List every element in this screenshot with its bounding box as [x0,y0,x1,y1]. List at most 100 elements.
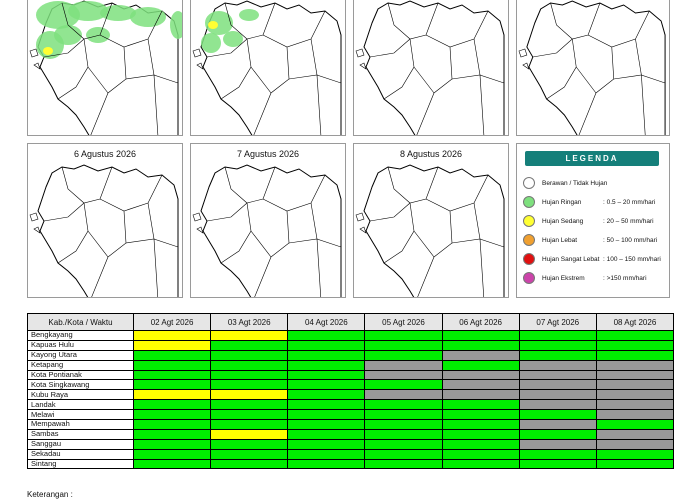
forecast-cell [441,419,520,430]
forecast-cell [132,458,212,470]
legend-swatch [523,177,535,189]
legend-range: : 100 – 150 mm/hari [603,256,661,263]
legend-label: Berawan / Tidak Hujan [542,180,608,187]
forecast-cell [287,438,366,450]
rain-map-6 [192,164,342,297]
forecast-cell [287,458,366,470]
forecast-cell [210,339,289,351]
forecast-cell [210,379,289,391]
forecast-cell [518,438,597,450]
forecast-cell [441,389,520,401]
forecast-cell [595,458,675,470]
map-panel-4 [516,0,670,136]
map-panel-1 [27,0,183,136]
forecast-cell [287,389,366,401]
forecast-cell [518,448,597,460]
regency-name: Kayong Utara [27,349,134,361]
forecast-cell [210,428,289,440]
forecast-cell [364,339,443,351]
forecast-cell [287,399,366,411]
regency-name: Ketapang [27,359,134,371]
legend-box: LEGENDA Berawan / Tidak Hujan Hujan Ring… [516,143,670,298]
forecast-cell [132,419,212,430]
forecast-cell [364,359,443,371]
forecast-cell [210,438,289,450]
legend-swatch [523,196,535,208]
forecast-cell [595,330,675,341]
header-date: 06 Agt 2026 [441,313,520,331]
forecast-cell [287,349,366,361]
regency-name: Kota Singkawang [27,379,134,391]
legend-label: Hujan Ringan [542,199,582,206]
table-row: Kapuas Hulu [27,339,675,351]
map-panel-6: 7 Agustus 2026 [190,143,346,298]
forecast-cell [595,399,675,411]
forecast-cell [132,379,212,391]
forecast-table: Kab./Kota / Waktu 02 Agt 2026 03 Agt 202… [27,313,675,470]
forecast-cell [210,389,289,401]
forecast-cell [441,349,520,361]
table-row: Kota Singkawang [27,379,675,391]
forecast-cell [441,458,520,470]
map-panel-2 [190,0,346,136]
forecast-cell [210,349,289,361]
map-date-title: 7 Agustus 2026 [236,149,300,159]
forecast-cell [132,389,212,401]
header-date: 04 Agt 2026 [287,313,366,331]
forecast-cell [132,330,212,341]
header-regency: Kab./Kota / Waktu [27,313,134,331]
regency-name: Landak [27,399,134,411]
header-date: 07 Agt 2026 [518,313,597,331]
forecast-cell [287,419,366,430]
map-date-title: 8 Agustus 2026 [399,149,463,159]
forecast-cell [518,458,597,470]
regency-name: Sanggau [27,438,134,450]
forecast-cell [441,409,520,421]
forecast-cell [595,339,675,351]
forecast-cell [595,428,675,440]
table-row: Kayong Utara [27,349,675,361]
header-date: 03 Agt 2026 [210,313,289,331]
legend-range: : 0.5 – 20 mm/hari [603,199,656,206]
regency-name: Sekadau [27,448,134,460]
forecast-cell [132,349,212,361]
forecast-cell [441,369,520,381]
forecast-cell [210,359,289,371]
forecast-cell [595,419,675,430]
forecast-cell [364,428,443,440]
forecast-cell [518,379,597,391]
legend-label: Hujan Ekstrem [542,275,585,282]
forecast-cell [364,330,443,341]
forecast-cell [132,409,212,421]
forecast-cell [595,369,675,381]
table-row: Sintang [27,458,675,470]
legend-range: : >150 mm/hari [603,275,647,282]
map-date-title: 6 Agustus 2026 [73,149,137,159]
rain-map-2 [192,0,342,135]
header-date: 02 Agt 2026 [132,313,212,331]
header-date: 05 Agt 2026 [364,313,443,331]
forecast-cell [595,448,675,460]
forecast-cell [518,428,597,440]
rain-map-5 [29,164,179,297]
forecast-cell [518,330,597,341]
forecast-cell [364,399,443,411]
forecast-cell [441,428,520,440]
forecast-cell [518,409,597,421]
forecast-cell [364,419,443,430]
forecast-cell [364,458,443,470]
forecast-cell [364,438,443,450]
table-row: Landak [27,399,675,411]
table-row: Sekadau [27,448,675,460]
forecast-cell [518,389,597,401]
rain-map-3 [355,0,505,135]
forecast-cell [132,369,212,381]
forecast-cell [441,359,520,371]
forecast-cell [595,349,675,361]
legend-swatch [523,215,535,227]
table-row: Melawi [27,409,675,421]
rain-map-7 [355,164,505,297]
forecast-cell [441,438,520,450]
forecast-cell [287,379,366,391]
forecast-cell [287,339,366,351]
